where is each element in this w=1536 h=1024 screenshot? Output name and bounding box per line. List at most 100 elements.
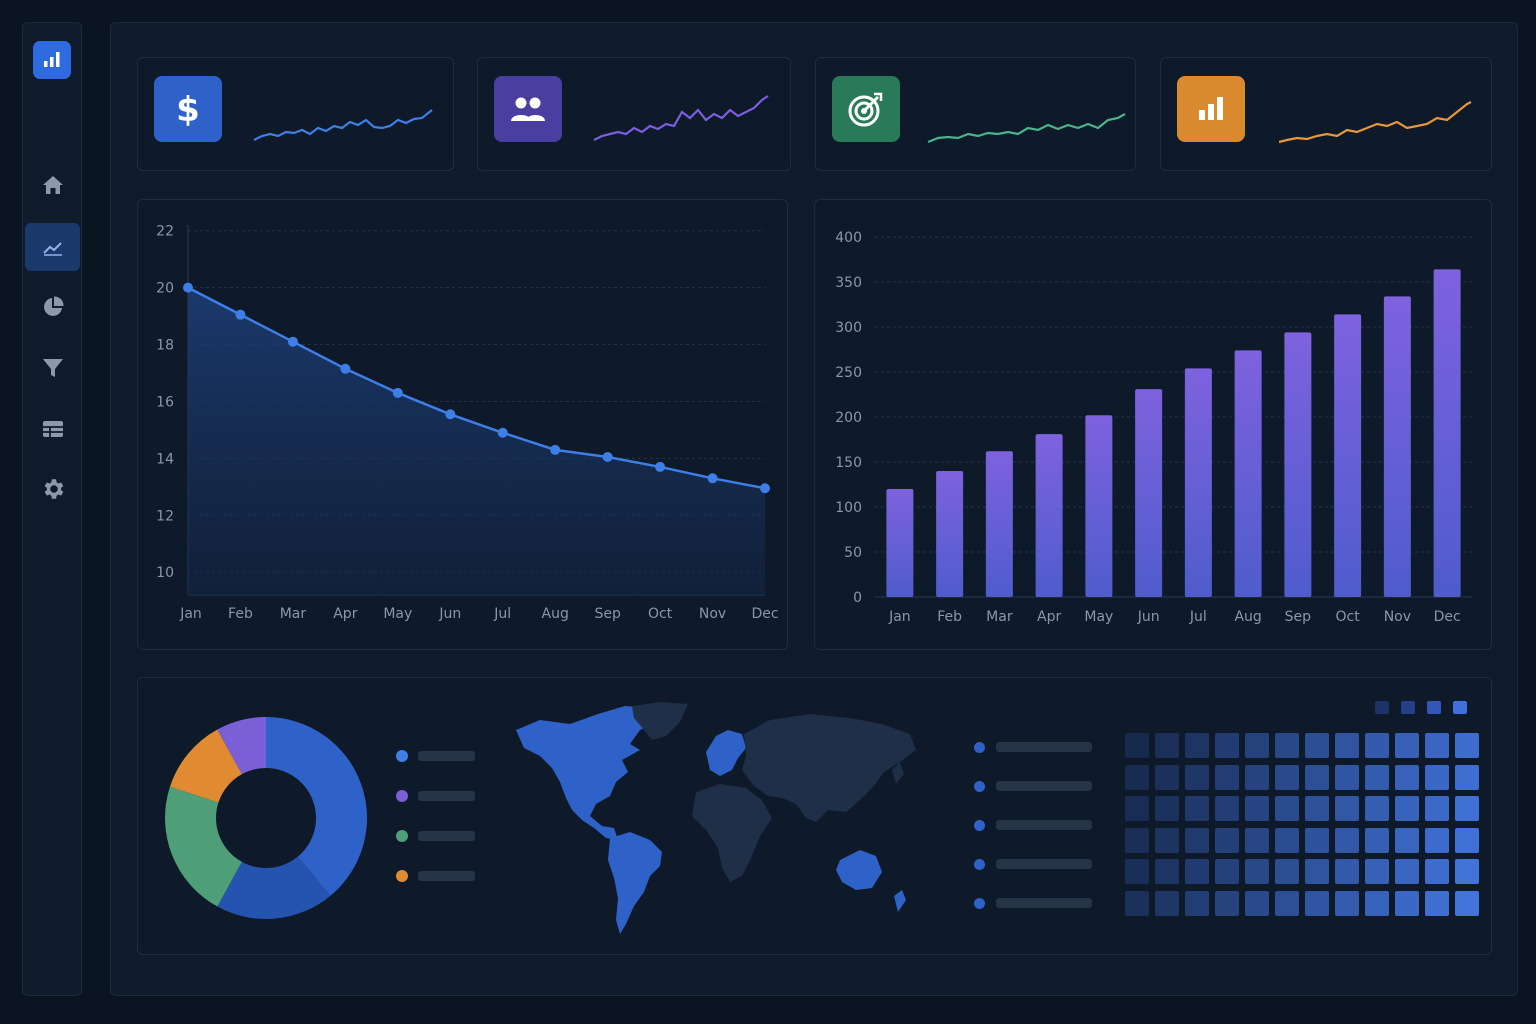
heatmap-cell bbox=[1275, 890, 1299, 916]
heatmap-cell bbox=[1245, 796, 1269, 821]
y-tick-label: 22 bbox=[156, 224, 174, 240]
sidebar-item-reports[interactable] bbox=[25, 283, 80, 331]
y-tick-label: 18 bbox=[156, 338, 174, 354]
y-tick-label: 250 bbox=[835, 365, 862, 381]
heatmap-cell bbox=[1125, 796, 1149, 821]
y-tick-label: 300 bbox=[835, 320, 862, 336]
x-tick-label: May bbox=[1084, 609, 1113, 625]
kpi-card-users[interactable] bbox=[477, 57, 791, 171]
legend-label-placeholder bbox=[418, 751, 475, 761]
heatmap-cell bbox=[1305, 733, 1329, 758]
scale-swatch bbox=[1453, 701, 1467, 714]
pie-slice bbox=[217, 717, 266, 775]
x-tick-label: May bbox=[383, 606, 412, 622]
heatmap-cell bbox=[1215, 890, 1239, 916]
sidebar-item-filters[interactable] bbox=[25, 344, 80, 392]
map-japan bbox=[892, 762, 904, 784]
heatmap-cell bbox=[1215, 827, 1239, 853]
bar bbox=[1035, 434, 1063, 597]
table-icon bbox=[42, 421, 63, 437]
sidebar-item-tables[interactable] bbox=[25, 405, 80, 453]
overview-card bbox=[137, 677, 1492, 955]
data-point bbox=[602, 451, 613, 462]
map-asia[interactable] bbox=[742, 714, 916, 822]
kpi-card-revenue[interactable]: $ bbox=[137, 57, 454, 171]
map-north-america[interactable] bbox=[516, 706, 662, 840]
dollar-icon: $ bbox=[154, 76, 222, 142]
x-tick-label: Nov bbox=[1384, 609, 1411, 625]
heatmap-cell bbox=[1275, 796, 1299, 821]
kpi-sparkline bbox=[593, 95, 769, 141]
heatmap-cell bbox=[1425, 859, 1449, 884]
heatmap-cell bbox=[1335, 827, 1359, 853]
bar bbox=[1284, 332, 1312, 597]
map-africa[interactable] bbox=[692, 784, 772, 882]
x-tick-label: Mar bbox=[986, 609, 1013, 625]
heatmap-cell bbox=[1305, 859, 1329, 884]
users-icon bbox=[494, 76, 562, 142]
heatmap-cell bbox=[1245, 733, 1269, 758]
heatmap-cell bbox=[1185, 890, 1209, 916]
bar bbox=[1085, 415, 1113, 597]
heatmap-cell bbox=[1155, 733, 1179, 758]
scale-swatch bbox=[1375, 701, 1389, 714]
bar bbox=[886, 489, 914, 597]
x-tick-label: Oct bbox=[1336, 609, 1361, 625]
data-point bbox=[760, 483, 770, 494]
app-logo-icon[interactable] bbox=[33, 41, 71, 79]
bar bbox=[1135, 389, 1163, 597]
heatmap-cell bbox=[1395, 764, 1419, 790]
map-australia[interactable] bbox=[836, 850, 882, 890]
y-tick-label: 14 bbox=[156, 451, 174, 467]
line-chart-icon bbox=[42, 242, 62, 256]
legend-marker bbox=[974, 859, 985, 870]
bar bbox=[1433, 269, 1461, 597]
data-point bbox=[497, 427, 508, 438]
heatmap-cell bbox=[1185, 796, 1209, 821]
heatmap-cell bbox=[1125, 764, 1149, 790]
heatmap-cell bbox=[1335, 764, 1359, 790]
heatmap-cell bbox=[1455, 733, 1479, 758]
x-tick-label: Aug bbox=[1234, 609, 1261, 625]
y-tick-label: 150 bbox=[835, 455, 862, 471]
heatmap-cell bbox=[1275, 764, 1299, 790]
heatmap-cell bbox=[1395, 796, 1419, 821]
heatmap-cell bbox=[1245, 890, 1269, 916]
kpi-card-goals[interactable] bbox=[815, 57, 1136, 171]
x-tick-label: Sep bbox=[1285, 609, 1312, 625]
heatmap-cell bbox=[1395, 890, 1419, 916]
legend-marker bbox=[396, 750, 408, 762]
heatmap-cell bbox=[1305, 827, 1329, 853]
bar bbox=[985, 451, 1013, 597]
kpi-sparkline bbox=[1278, 101, 1472, 144]
heatmap-cell bbox=[1155, 859, 1179, 884]
map-europe[interactable] bbox=[706, 730, 746, 776]
x-tick-label: Jul bbox=[493, 606, 511, 622]
sidebar-item-settings[interactable] bbox=[25, 465, 80, 513]
kpi-card-performance[interactable] bbox=[1160, 57, 1492, 171]
data-point bbox=[550, 444, 561, 455]
legend-label-placeholder bbox=[996, 898, 1092, 908]
heatmap-cell bbox=[1365, 859, 1389, 884]
sidebar-item-analytics[interactable] bbox=[25, 223, 80, 271]
y-tick-label: 200 bbox=[835, 410, 862, 426]
heatmap-cell bbox=[1155, 764, 1179, 790]
data-point bbox=[655, 461, 666, 472]
map-south-america[interactable] bbox=[608, 832, 662, 934]
heatmap-cell bbox=[1425, 827, 1449, 853]
heatmap-cell bbox=[1335, 859, 1359, 884]
heatmap-cell bbox=[1335, 733, 1359, 758]
sidebar-item-home[interactable] bbox=[25, 161, 80, 209]
x-tick-label: Jan bbox=[888, 609, 911, 625]
x-tick-label: Jun bbox=[438, 606, 461, 622]
legend-label-placeholder bbox=[418, 791, 475, 801]
heatmap-cell bbox=[1215, 859, 1239, 884]
heatmap-cell bbox=[1125, 890, 1149, 916]
data-point bbox=[183, 282, 193, 293]
map-greenland[interactable] bbox=[632, 702, 688, 740]
pie-chart-icon bbox=[43, 296, 64, 316]
line-chart: 22 20 18 16 14 12 10 Jan Feb Mar Apr May Jun Jul Aug Se… bbox=[156, 224, 778, 622]
y-tick-label: 350 bbox=[835, 275, 862, 291]
heatmap-cell bbox=[1365, 733, 1389, 758]
heatmap-cell bbox=[1155, 827, 1179, 853]
